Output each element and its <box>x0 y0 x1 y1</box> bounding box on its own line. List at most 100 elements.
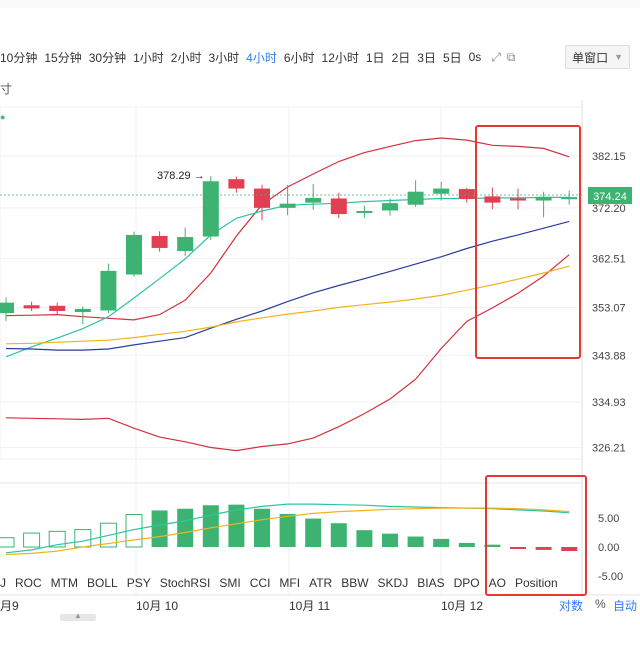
timeframe-15m[interactable]: 15分钟 <box>44 50 82 65</box>
osc-tick-label: 0.00 <box>598 542 619 554</box>
current-price-badge <box>588 187 632 204</box>
scale-percent-button[interactable]: % <box>595 597 606 611</box>
series-line-boll-lower <box>5 254 570 452</box>
price-tick-label: 326.21 <box>592 442 626 454</box>
osc-bar <box>356 530 373 547</box>
indicator-cci[interactable]: CCI <box>249 576 271 590</box>
date-label: 月9 <box>0 599 19 613</box>
timeframe-2h[interactable]: 2小时 <box>170 50 202 65</box>
indicator-smi[interactable]: SMI <box>219 576 241 590</box>
price-tick-label: 372.20 <box>592 203 626 215</box>
timeframe-4h[interactable]: 4小时 <box>246 50 277 65</box>
candle-body <box>484 196 501 203</box>
osc-bar <box>561 547 578 552</box>
osc-bar <box>177 508 194 547</box>
main-panel-frame <box>0 106 583 460</box>
scale-auto-button[interactable]: 自动 <box>613 599 638 613</box>
indicator-bias[interactable]: BIAS <box>417 576 445 590</box>
indicator-bar: J ROC MTM BOLL PSY StochRSI SMI CCI MFI … <box>0 574 600 592</box>
indicator-skdj[interactable]: SKDJ <box>377 576 409 590</box>
candle-body <box>535 196 552 201</box>
popout-icon[interactable]: ⧉ <box>506 49 516 64</box>
timeframe-2d[interactable]: 2日 <box>391 50 411 65</box>
top-strip <box>0 0 640 8</box>
indicator-stochrsi[interactable]: StochRSI <box>159 576 211 590</box>
timeframe-3d[interactable]: 3日 <box>417 50 436 65</box>
indicator-mfi[interactable]: MFI <box>279 576 301 590</box>
price-tick-label: 353.07 <box>592 303 626 315</box>
indicator-boll[interactable]: BOLL <box>87 576 118 590</box>
candle-body <box>407 191 424 205</box>
indicator-mtm[interactable]: MTM <box>50 576 78 590</box>
timeframe-3h[interactable]: 3小时 <box>208 50 240 65</box>
candle-body <box>23 305 40 309</box>
fullscreen-icon[interactable]: ⤢ <box>491 49 501 64</box>
candle-body <box>458 189 475 199</box>
candle-body <box>0 302 14 314</box>
date-label: 10月 12 <box>441 599 484 613</box>
candle-body <box>74 308 91 313</box>
timeframe-30m[interactable]: 30分钟 <box>88 50 127 65</box>
timeframe-5d[interactable]: 5日 <box>442 50 462 65</box>
indicator-ao[interactable]: AO <box>488 576 506 590</box>
osc-bar <box>407 536 424 547</box>
chevron-down-icon: ▼ <box>614 52 623 62</box>
timeframe-1d[interactable]: 1日 <box>365 50 385 65</box>
indicator-j[interactable]: J <box>0 576 6 590</box>
date-label: 10月 10 <box>136 599 179 613</box>
osc-bar <box>202 505 219 547</box>
candle-body <box>126 234 142 275</box>
osc-bar <box>433 538 450 547</box>
candle-body <box>228 179 245 189</box>
timeframe-10m[interactable]: 10分钟 <box>0 50 38 65</box>
scroll-handle[interactable]: ▲ <box>60 611 96 621</box>
candle-body <box>561 197 578 200</box>
candle-body <box>49 305 66 311</box>
highlight-box-price <box>475 125 581 359</box>
indicator-roc[interactable]: ROC <box>15 576 42 590</box>
timeframe-12h[interactable]: 12小时 <box>321 50 359 65</box>
osc-bar <box>305 518 322 547</box>
candle-body <box>510 198 526 201</box>
price-tick-label: 343.88 <box>592 350 626 362</box>
osc-bar <box>0 537 15 548</box>
series-line-ma-fast <box>5 196 570 358</box>
grip-icon: ▲ <box>74 611 82 620</box>
timeframe-toolbar: 10分钟 15分钟 30分钟 1小时 2小时 3小时 4小时 6小时 12小时 … <box>0 45 640 69</box>
osc-bar <box>254 508 270 547</box>
panel-left-label: 寸 <box>0 82 13 96</box>
scale-log-button[interactable]: 对数 <box>559 599 584 613</box>
current-price-label: 374.24 <box>593 191 627 203</box>
candle-body <box>100 270 117 311</box>
price-tick-label: 382.15 <box>592 151 626 163</box>
indicator-psy[interactable]: PSY <box>126 576 151 590</box>
osc-tick-label: 5.00 <box>598 513 619 525</box>
highlight-box-oscillator <box>485 475 587 596</box>
indicator-dpo[interactable]: DPO <box>453 576 480 590</box>
candle-body <box>202 181 219 237</box>
grid-lines <box>0 107 582 595</box>
timeframe-1h[interactable]: 1小时 <box>133 50 164 65</box>
osc-bar <box>228 504 245 547</box>
osc-bar <box>74 529 92 548</box>
candle-body <box>305 197 322 203</box>
osc-bar <box>458 542 475 547</box>
candle-body <box>382 203 398 211</box>
candle-body <box>330 198 347 215</box>
osc-bar <box>510 547 526 549</box>
timeframe-seconds[interactable]: 0s <box>468 50 482 64</box>
osc-line-ao-slow <box>5 507 570 556</box>
candle-body <box>433 188 450 194</box>
indicator-atr[interactable]: ATR <box>309 576 333 590</box>
timeframe-6h[interactable]: 6小时 <box>283 50 315 65</box>
candle-body <box>151 235 168 248</box>
series-line-ma-slow <box>5 265 570 345</box>
indicator-position[interactable]: Position <box>514 576 558 590</box>
indicator-bbw[interactable]: BBW <box>341 576 369 590</box>
osc-bar <box>151 510 168 547</box>
window-mode-select[interactable]: 单窗口 ▼ <box>565 45 630 69</box>
high-annotation: 378.29 → <box>157 170 205 182</box>
osc-bar <box>382 533 398 547</box>
osc-tick-label: -5.00 <box>598 571 623 583</box>
